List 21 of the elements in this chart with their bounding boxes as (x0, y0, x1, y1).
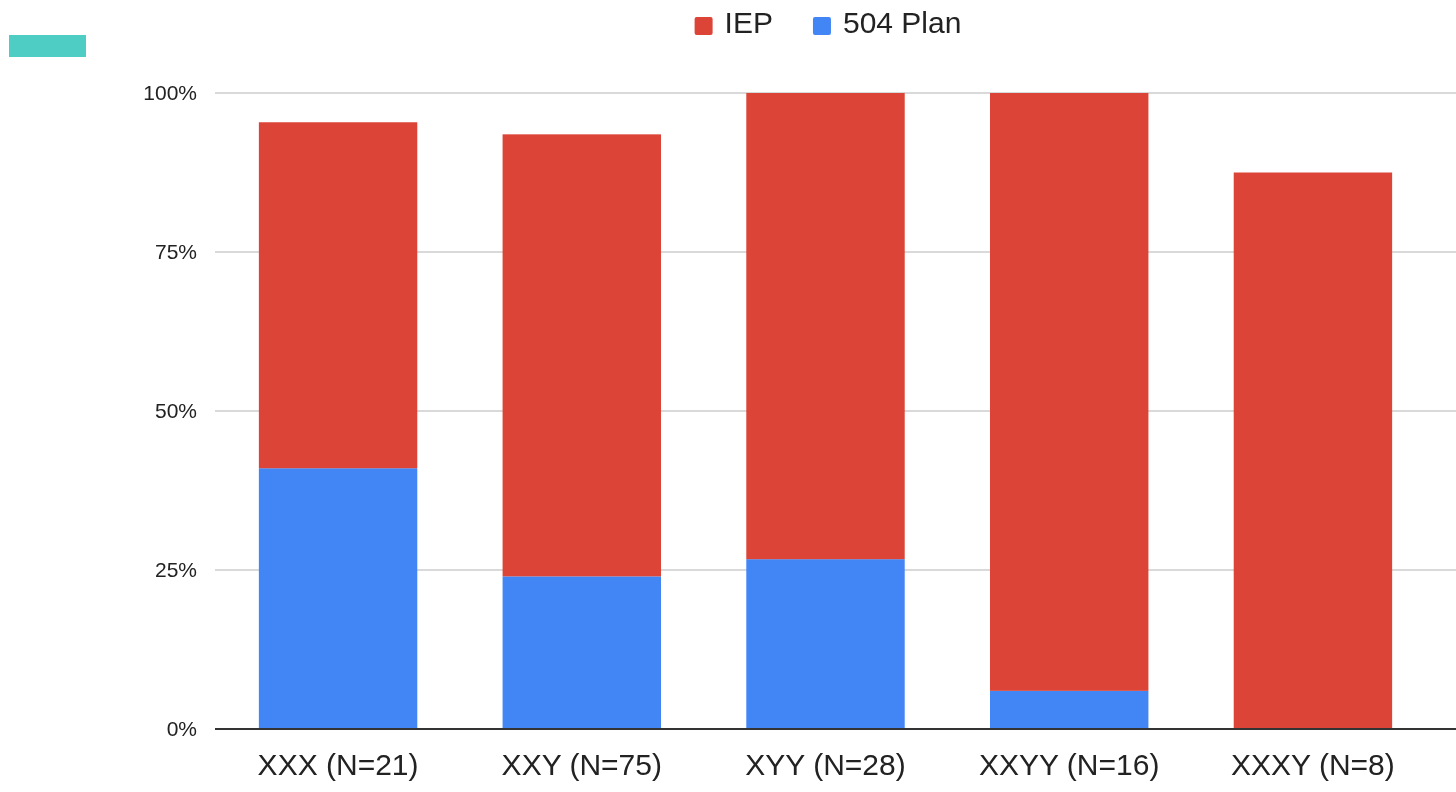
y-tick-label: 100% (143, 81, 197, 105)
bar (746, 93, 905, 560)
x-tick-label: XXYY (N=16) (979, 748, 1160, 782)
y-tick-label: 50% (154, 399, 197, 423)
bar (258, 122, 418, 469)
bar (258, 468, 418, 729)
x-tick-label: XYY (N=28) (745, 748, 906, 782)
y-tick-label: 0% (166, 717, 197, 741)
legend-label: 504 Plan (842, 6, 962, 39)
x-tick-label: XXX (N=21) (257, 748, 419, 782)
bar (1233, 172, 1393, 729)
bar (502, 134, 661, 577)
y-tick-label: 25% (154, 558, 197, 582)
bar (502, 576, 661, 729)
y-tick-label: 75% (154, 240, 197, 264)
bar (746, 559, 905, 729)
legend-label: IEP (724, 6, 773, 39)
bar (990, 690, 1149, 729)
bar (990, 93, 1149, 691)
x-tick-label: XXY (N=75) (501, 748, 662, 782)
x-tick-label: XXXY (N=8) (1231, 748, 1395, 782)
